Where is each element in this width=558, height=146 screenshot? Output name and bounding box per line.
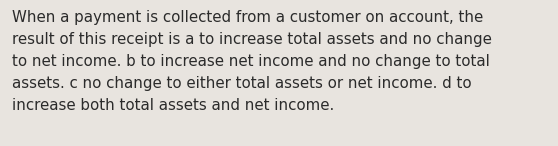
Text: When a payment is collected from a customer on account, the
result of this recei: When a payment is collected from a custo…	[12, 10, 492, 113]
